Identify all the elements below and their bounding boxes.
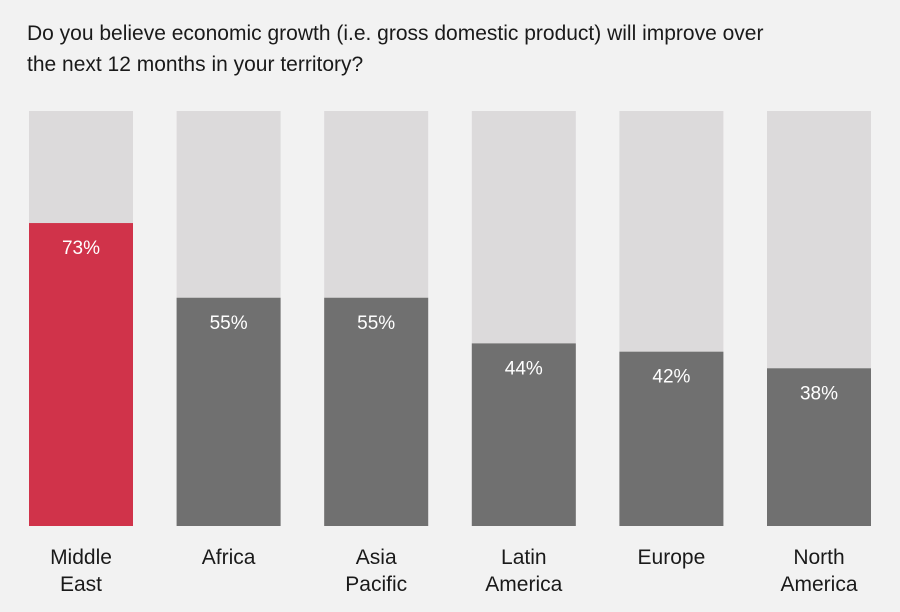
value-label: 38% bbox=[800, 383, 838, 404]
category-label: North America bbox=[780, 546, 857, 596]
category-label: Asia Pacific bbox=[345, 546, 407, 596]
bar bbox=[767, 368, 871, 526]
value-label: 55% bbox=[210, 313, 248, 334]
bar bbox=[619, 351, 724, 526]
category-label: Latin America bbox=[485, 546, 562, 596]
value-label: 42% bbox=[652, 367, 690, 388]
bar bbox=[176, 297, 281, 526]
category-label: Africa bbox=[202, 546, 256, 569]
bar bbox=[324, 297, 429, 526]
value-label: 73% bbox=[62, 238, 100, 259]
chart-title: Do you believe economic growth (i.e. gro… bbox=[27, 22, 764, 76]
bar bbox=[29, 223, 133, 527]
value-label: 55% bbox=[357, 313, 395, 334]
value-label: 44% bbox=[505, 358, 543, 379]
bar bbox=[471, 343, 576, 526]
category-label: Middle East bbox=[50, 546, 112, 596]
category-label: Europe bbox=[638, 546, 706, 569]
